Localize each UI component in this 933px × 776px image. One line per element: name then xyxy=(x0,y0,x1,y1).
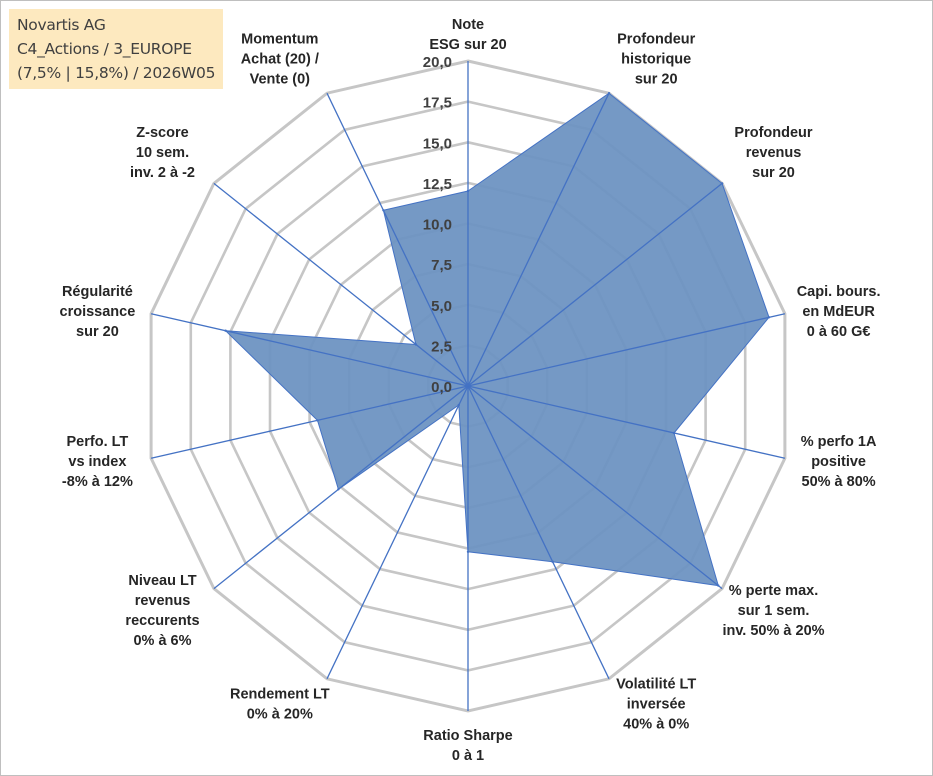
axis-spoke xyxy=(467,385,786,459)
axis-label-line: inv. 50% à 20% xyxy=(722,623,824,639)
axis-label: % perfo 1A positive 50% à 80% xyxy=(801,434,877,490)
axis-spoke xyxy=(213,385,469,590)
axis-label-line: 40% à 0% xyxy=(623,717,689,733)
axis-label-line: Z-score xyxy=(136,125,188,141)
axis-label: Niveau LT revenus reccurents 0% à 6% xyxy=(125,573,199,649)
axis-label-line: positive xyxy=(811,454,866,470)
axis-label-line: Note xyxy=(452,17,484,33)
axis-label: Ratio Sharpe 0 à 1 xyxy=(423,728,512,764)
info-box: Novartis AG C4_Actions / 3_EUROPE (7,5% … xyxy=(9,9,223,89)
data-series-area xyxy=(224,92,770,587)
axis-label: Régularité croissance sur 20 xyxy=(60,284,136,340)
axis-label-line: -8% à 12% xyxy=(62,474,133,490)
axis-label-line: inversée xyxy=(627,697,686,713)
info-category: C4_Actions / 3_EUROPE xyxy=(17,40,192,58)
tick-label: 20,0 xyxy=(423,54,452,71)
info-company: Novartis AG xyxy=(17,16,106,34)
axis-spoke xyxy=(326,385,469,680)
tick-label: 15,0 xyxy=(423,135,452,152)
axis-spoke xyxy=(150,385,469,459)
axis-label-line: vs index xyxy=(68,454,126,470)
axis-label-line: historique xyxy=(621,51,691,67)
axis-label-line: Profondeur xyxy=(617,31,695,47)
axis-label-line: 0 à 1 xyxy=(452,748,484,764)
axis-label-line: croissance xyxy=(60,304,136,320)
axis-label: Perfo. LT vs index -8% à 12% xyxy=(62,434,133,490)
axis-label-line: Perfo. LT xyxy=(67,434,129,450)
axis-label-line: reccurents xyxy=(125,613,199,629)
tick-label: 12,5 xyxy=(423,176,452,193)
axis-label-line: sur 20 xyxy=(76,324,119,340)
axis-label-line: revenus xyxy=(746,145,802,161)
tick-label: 7,5 xyxy=(431,257,452,274)
axis-label-line: sur 20 xyxy=(635,71,678,87)
axis-label-line: % perfo 1A xyxy=(801,434,877,450)
tick-label: 10,0 xyxy=(423,217,452,234)
axis-label-line: ESG sur 20 xyxy=(429,37,506,53)
axis-label: Rendement LT 0% à 20% xyxy=(230,687,330,723)
info-period: (7,5% | 15,8%) / 2026W05 xyxy=(17,64,216,82)
axis-label-line: Achat (20) / xyxy=(241,51,319,67)
axis-spoke xyxy=(467,385,610,680)
axis-spoke xyxy=(326,92,469,387)
axis-label: % perte max. sur 1 sem. inv. 50% à 20% xyxy=(722,583,824,639)
axis-label-line: 50% à 80% xyxy=(802,474,876,490)
axis-spoke xyxy=(213,182,469,387)
axis-spoke xyxy=(467,182,723,387)
axis-label-line: Vente (0) xyxy=(250,71,311,87)
tick-label: 17,5 xyxy=(423,95,452,112)
axis-spoke xyxy=(467,313,786,387)
axis-label-line: Niveau LT xyxy=(128,573,196,589)
axis-label-line: Volatilité LT xyxy=(616,677,696,693)
axis-label-line: 10 sem. xyxy=(136,145,189,161)
axis-label-line: Profondeur xyxy=(734,125,812,141)
axis-spoke xyxy=(150,313,469,387)
axis-label-line: Momentum xyxy=(241,31,318,47)
axis-label-line: sur 1 sem. xyxy=(738,603,810,619)
axis-spoke xyxy=(467,385,723,590)
axis-label-line: 0% à 6% xyxy=(133,633,191,649)
axis-label-line: 0% à 20% xyxy=(247,707,313,723)
axis-label-line: sur 20 xyxy=(752,165,795,181)
axis-label-line: Ratio Sharpe xyxy=(423,728,512,744)
tick-label: 5,0 xyxy=(431,298,452,315)
axis-label: Profondeur revenus sur 20 xyxy=(734,125,812,181)
tick-label: 0,0 xyxy=(431,379,452,396)
axis-label: Z-score 10 sem. inv. 2 à -2 xyxy=(130,125,195,181)
axis-label-line: en MdEUR xyxy=(802,304,875,320)
axis-label-line: Régularité xyxy=(62,284,133,300)
axis-label: Momentum Achat (20) / Vente (0) xyxy=(241,31,319,87)
axis-label: Note ESG sur 20 xyxy=(429,17,506,53)
axis-label: Capi. bours. en MdEUR 0 à 60 G€ xyxy=(797,284,881,340)
axis-label-line: Capi. bours. xyxy=(797,284,881,300)
axis-label-line: 0 à 60 G€ xyxy=(807,324,871,340)
axis-label-line: inv. 2 à -2 xyxy=(130,165,195,181)
axis-label-line: revenus xyxy=(135,593,191,609)
axis-label-line: % perte max. xyxy=(729,583,818,599)
tick-label: 2,5 xyxy=(431,338,452,355)
axis-label: Volatilité LT inversée 40% à 0% xyxy=(616,677,696,733)
axis-spoke xyxy=(467,92,610,387)
axis-label: Profondeur historique sur 20 xyxy=(617,31,695,87)
axis-label-line: Rendement LT xyxy=(230,687,330,703)
